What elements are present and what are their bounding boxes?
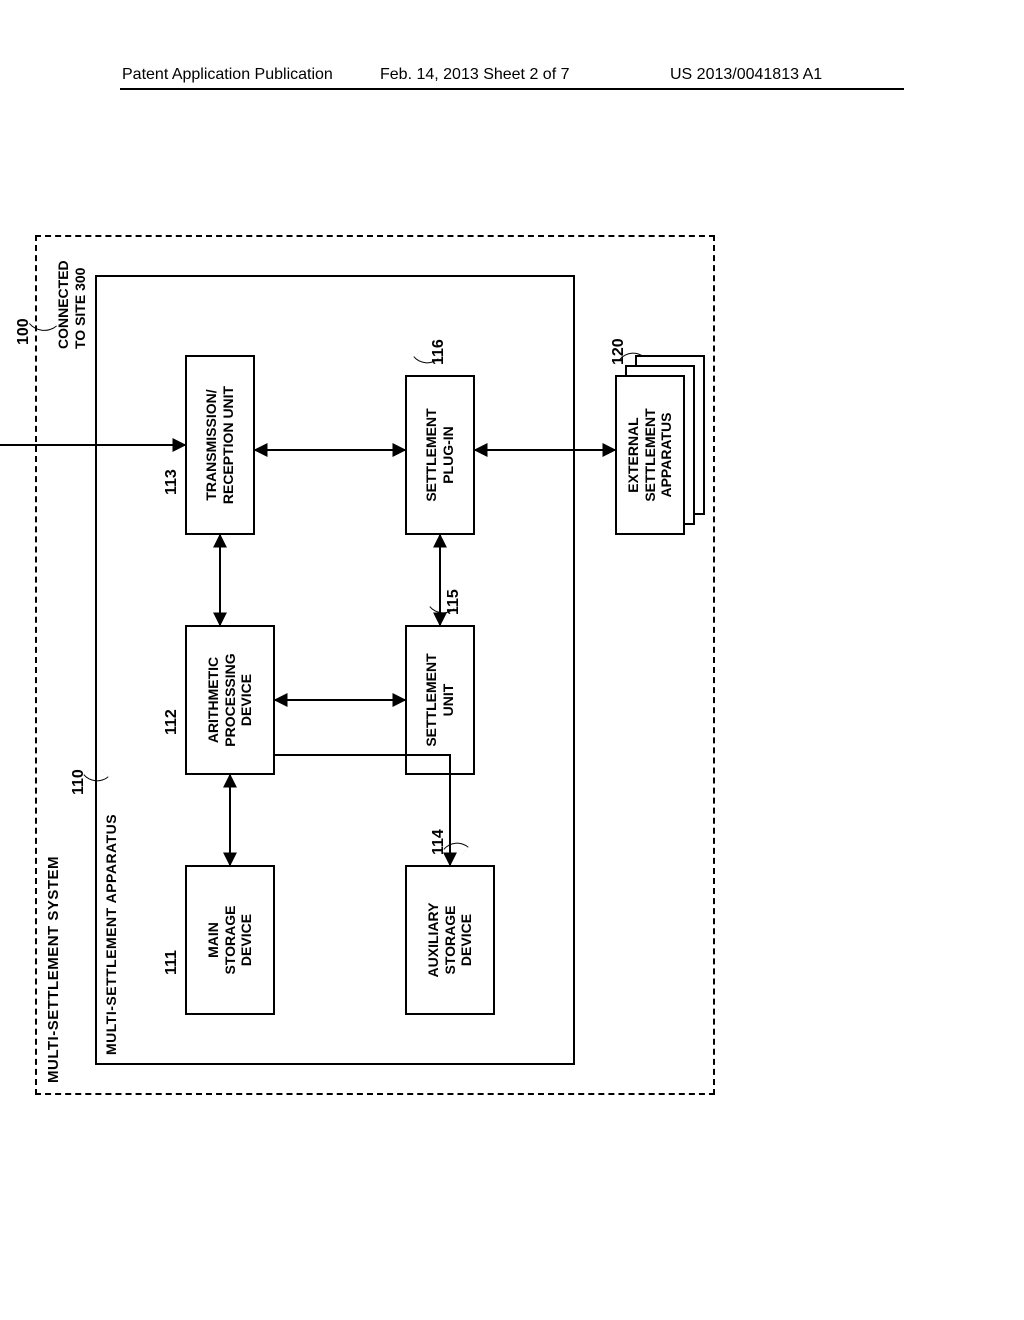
ref-113: 113: [163, 469, 181, 495]
node-auxiliary-storage: AUXILIARYSTORAGEDEVICE: [405, 865, 495, 1015]
node-settlement-unit: SETTLEMENTUNIT: [405, 625, 475, 775]
system-boundary-label: MULTI-SETTLEMENT SYSTEM: [45, 856, 62, 1083]
node-arithmetic-processing: ARITHMETICPROCESSINGDEVICE: [185, 625, 275, 775]
page: Patent Application Publication Feb. 14, …: [0, 0, 1024, 1320]
ref-111: 111: [163, 950, 181, 975]
ref-112: 112: [163, 709, 181, 735]
apparatus-boundary: [95, 275, 575, 1065]
header-pubnumber: US 2013/0041813 A1: [670, 66, 822, 84]
header-publication: Patent Application Publication: [122, 66, 333, 84]
header-divider: [120, 88, 904, 90]
apparatus-boundary-label: MULTI-SETTLEMENT APPARATUS: [103, 814, 119, 1055]
header-date-sheet: Feb. 14, 2013 Sheet 2 of 7: [380, 66, 569, 84]
node-settlement-plugin: SETTLEMENTPLUG-IN: [405, 375, 475, 535]
node-transmission-reception: TRANSMISSION/RECEPTION UNIT: [185, 355, 255, 535]
figure-label: FIG.2: [0, 1035, 6, 1105]
figure-rotated-container: FIG.2 MULTI-SETTLEMENT SYSTEM 100 MULTI-…: [15, 335, 1015, 1005]
node-external-settlement: EXTERNALSETTLEMENTAPPARATUS: [615, 375, 685, 535]
external-connection-label: CONNECTEDTO SITE 300: [55, 260, 89, 349]
node-main-storage: MAINSTORAGEDEVICE: [185, 865, 275, 1015]
